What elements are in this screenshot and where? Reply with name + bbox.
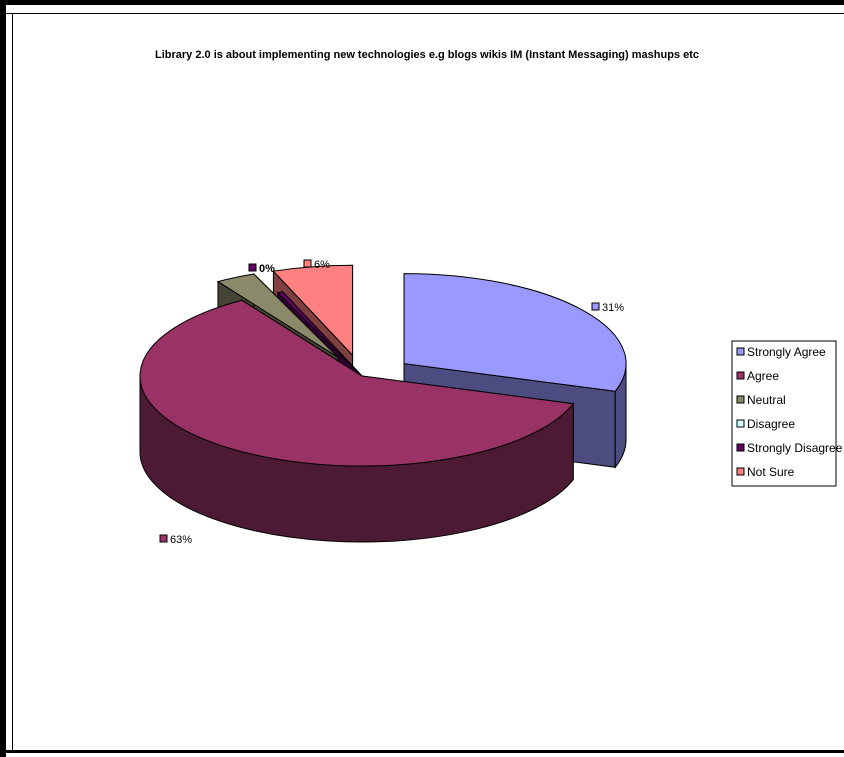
legend-label-neutral: Neutral (747, 393, 786, 407)
pie-slice-top-strongly-disagree (276, 291, 363, 377)
legend-swatch-neutral (736, 395, 745, 404)
legend-swatch-strongly-agree (736, 347, 745, 356)
pie-slice-top-neutral (216, 273, 339, 358)
frame-inner-left-line (12, 13, 13, 751)
data-label-text-not-sure: 6% (314, 259, 330, 271)
data-label-strongly-agree: 31% (591, 302, 624, 314)
pie-slice-agree (139, 299, 575, 543)
legend-swatch-strongly-disagree (736, 443, 745, 452)
legend-swatch-disagree (736, 419, 745, 428)
legend-label-strongly-disagree: Strongly Disagree (747, 441, 843, 455)
legend-item-not-sure: Not Sure (736, 465, 795, 479)
legend-box (731, 340, 837, 487)
legend-label-not-sure: Not Sure (747, 465, 795, 479)
legend-label-strongly-agree: Strongly Agree (747, 345, 826, 359)
data-label-swatch-strongly-disagree (248, 263, 257, 272)
frame-bottom-edge (0, 750, 844, 753)
legend: Strongly Agree Agree Neutral Disagree Strong… (731, 340, 843, 487)
pie-slice-top-agree (139, 299, 575, 467)
data-label-text-strongly-disagree: 0% (259, 263, 275, 275)
data-label-strongly-disagree: 0% (248, 263, 275, 275)
chart-title: Library 2.0 is about implementing new te… (155, 49, 699, 61)
data-label-text-agree: 63% (170, 534, 192, 546)
legend-item-strongly-agree: Strongly Agree (736, 345, 826, 359)
data-label-agree: 63% (159, 534, 192, 546)
data-label-swatch-agree (159, 534, 168, 543)
frame-inner-top-line (6, 13, 844, 14)
data-label-text-strongly-agree: 31% (602, 302, 624, 314)
data-label-layer: 31% 63% 0% 6% (159, 259, 624, 546)
legend-label-disagree: Disagree (747, 417, 795, 431)
legend-item-strongly-disagree: Strongly Disagree (736, 441, 843, 455)
data-label-swatch-not-sure (303, 259, 312, 268)
legend-item-disagree: Disagree (736, 417, 795, 431)
legend-swatch-not-sure (736, 467, 745, 476)
frame-left-edge (0, 0, 6, 757)
frame-top-edge (0, 0, 844, 5)
legend-swatch-agree (736, 371, 745, 380)
legend-item-agree: Agree (736, 369, 779, 383)
data-label-swatch-strongly-agree (591, 302, 600, 311)
legend-label-agree: Agree (747, 369, 779, 383)
pie-slice-top-strongly-agree (403, 273, 627, 392)
data-label-not-sure: 6% (303, 259, 330, 271)
pie-layer (139, 264, 627, 543)
pie-slice-top-not-sure (272, 264, 354, 357)
legend-item-neutral: Neutral (736, 393, 786, 407)
